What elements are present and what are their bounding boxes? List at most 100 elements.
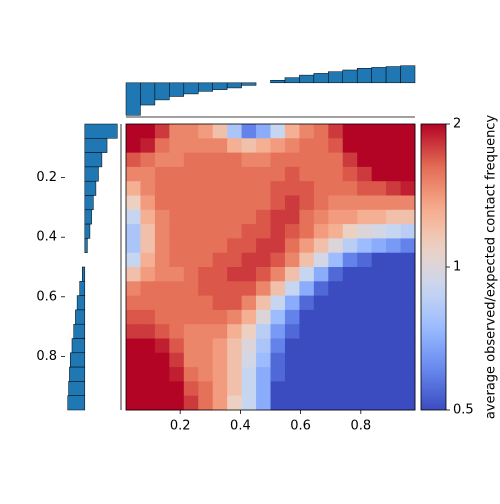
heatmap-cell	[198, 352, 214, 368]
heatmap-cell	[154, 324, 170, 339]
heatmap-cell	[386, 295, 401, 311]
heatmap-cell	[198, 152, 214, 168]
heatmap-cell	[241, 281, 257, 296]
heatmap-cell	[270, 209, 286, 225]
heatmap-cell	[154, 267, 170, 282]
heatmap-cell	[328, 367, 344, 382]
heatmap-cell	[270, 181, 286, 196]
heatmap-cell	[284, 381, 300, 397]
heatmap-cell	[357, 367, 373, 382]
left-marginal-bar	[84, 180, 97, 196]
heatmap-cell	[284, 224, 300, 239]
heatmap-cell	[241, 395, 257, 411]
heatmap-cell	[400, 395, 416, 411]
heatmap-cell	[371, 124, 387, 139]
heatmap-cell	[400, 252, 416, 268]
heatmap-cell	[371, 395, 387, 411]
heatmap-cell	[357, 124, 373, 139]
top-marginal-bar	[125, 82, 141, 116]
top-marginal-bar	[371, 67, 387, 84]
heatmap-cell	[386, 166, 401, 182]
heatmap-cell	[227, 267, 242, 282]
heatmap-cell	[357, 309, 373, 325]
heatmap-cell	[198, 338, 214, 354]
heatmap-cell	[371, 224, 387, 239]
heatmap-cell	[270, 352, 286, 368]
heatmap-cell	[299, 395, 315, 411]
heatmap-cell	[400, 209, 416, 225]
heatmap-cell	[256, 338, 271, 354]
heatmap-cell	[256, 166, 271, 182]
heatmap-cell	[126, 166, 141, 182]
heatmap-cell	[154, 309, 170, 325]
heatmap-cell	[386, 324, 401, 339]
heatmap-cell	[241, 352, 257, 368]
heatmap-cell	[299, 181, 315, 196]
y-tick-label: 0.2	[36, 170, 57, 185]
heatmap-cell	[328, 195, 344, 211]
heatmap-cell	[284, 295, 300, 311]
heatmap-cell	[198, 309, 214, 325]
heatmap-cell	[183, 252, 199, 268]
heatmap-cell	[371, 352, 387, 368]
heatmap-cell	[299, 238, 315, 254]
heatmap-cell	[270, 252, 286, 268]
left-marginal-bar	[84, 195, 94, 211]
heatmap-cell	[198, 138, 214, 153]
heatmap-cell	[169, 267, 185, 282]
heatmap-cell	[357, 352, 373, 368]
heatmap-cell	[140, 166, 156, 182]
heatmap-cell	[169, 152, 185, 168]
heatmap-cell	[400, 324, 416, 339]
heatmap-cell	[227, 224, 242, 239]
heatmap-cell	[256, 138, 271, 153]
heatmap-cell	[256, 295, 271, 311]
heatmap-cell	[154, 224, 170, 239]
top-marginal-bar	[154, 82, 170, 101]
left-marginal-bar	[84, 238, 88, 253]
heatmap-cell	[154, 395, 170, 411]
heatmap-cell	[227, 166, 242, 182]
heatmap-cell	[342, 166, 358, 182]
heatmap-cell	[212, 367, 228, 382]
heatmap-cell	[371, 367, 387, 382]
heatmap-cell	[183, 281, 199, 296]
heatmap-cell	[198, 238, 214, 254]
heatmap-cell	[299, 138, 315, 153]
heatmap-cell	[299, 224, 315, 239]
left-marginal-bar	[84, 152, 103, 168]
colorbar-tick-label: 1	[453, 260, 461, 275]
heatmap-cell	[227, 309, 242, 325]
heatmap-cell	[342, 181, 358, 196]
heatmap-cell	[241, 152, 257, 168]
heatmap-cell	[313, 181, 329, 196]
heatmap-cell	[256, 267, 271, 282]
y-tick-label: 0.6	[36, 289, 57, 304]
heatmap-cell	[284, 181, 300, 196]
heatmap-cell	[140, 352, 156, 368]
heatmap-cell	[371, 252, 387, 268]
heatmap-cell	[169, 352, 185, 368]
heatmap-cell	[241, 309, 257, 325]
heatmap-cell	[212, 381, 228, 397]
heatmap-cell	[140, 209, 156, 225]
heatmap-cell	[400, 152, 416, 168]
heatmap-cell	[400, 381, 416, 397]
heatmap-cell	[400, 309, 416, 325]
heatmap-cell	[328, 395, 344, 411]
heatmap-cell	[400, 267, 416, 282]
heatmap-cell	[198, 367, 214, 382]
heatmap-cell	[256, 224, 271, 239]
heatmap-cell	[154, 338, 170, 354]
heatmap-cell	[140, 238, 156, 254]
heatmap-cell	[256, 252, 271, 268]
heatmap-cell	[169, 324, 185, 339]
heatmap-cell	[328, 338, 344, 354]
heatmap-cell	[227, 209, 242, 225]
heatmap-cell	[357, 209, 373, 225]
heatmap-cell	[227, 124, 242, 139]
heatmap-cell	[299, 309, 315, 325]
top-marginal-bar	[342, 69, 358, 84]
heatmap-cell	[212, 309, 228, 325]
